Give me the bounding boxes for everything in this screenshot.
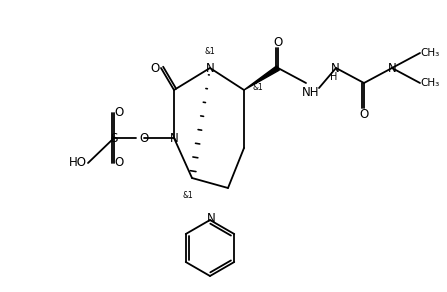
Text: N: N bbox=[206, 62, 215, 74]
Text: HO: HO bbox=[69, 157, 87, 169]
Text: &1: &1 bbox=[205, 48, 215, 56]
Text: CH₃: CH₃ bbox=[420, 78, 440, 88]
Text: O: O bbox=[139, 131, 148, 145]
Text: &1: &1 bbox=[253, 84, 263, 93]
Text: O: O bbox=[274, 36, 283, 50]
Text: O: O bbox=[150, 62, 160, 74]
Polygon shape bbox=[244, 66, 279, 90]
Text: N: N bbox=[207, 213, 215, 225]
Text: N: N bbox=[169, 131, 178, 145]
Text: S: S bbox=[110, 131, 118, 145]
Text: N: N bbox=[388, 62, 396, 74]
Text: O: O bbox=[114, 157, 124, 169]
Text: &1: &1 bbox=[183, 190, 194, 199]
Text: H: H bbox=[330, 72, 337, 82]
Text: O: O bbox=[359, 109, 369, 121]
Text: N: N bbox=[331, 62, 339, 74]
Text: O: O bbox=[114, 107, 124, 119]
Text: NH: NH bbox=[302, 86, 320, 98]
Text: CH₃: CH₃ bbox=[420, 48, 440, 58]
